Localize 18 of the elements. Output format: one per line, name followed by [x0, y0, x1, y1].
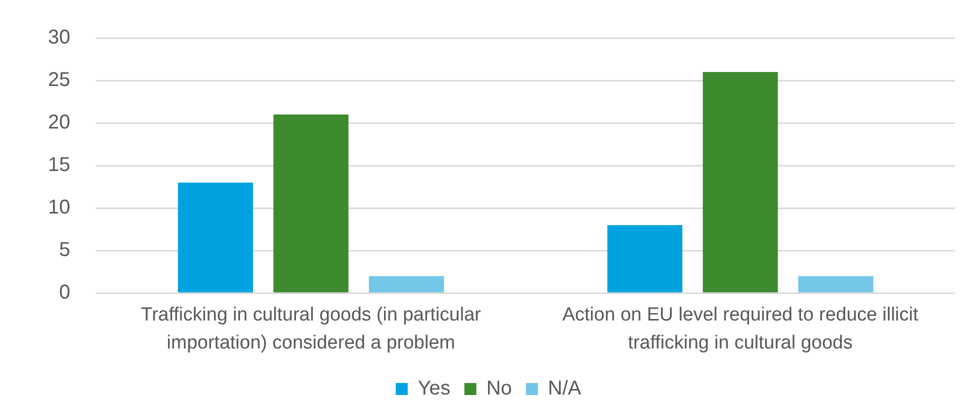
bar	[178, 182, 253, 292]
y-tick-label: 30	[48, 26, 70, 49]
bar	[273, 114, 348, 292]
bar	[798, 276, 874, 292]
bar	[607, 225, 682, 292]
bar	[702, 72, 778, 292]
x-tick-label: Trafficking in cultural goods (in particular importation) considered a problem	[140, 304, 482, 354]
legend-label: Yes	[418, 378, 450, 400]
y-tick-label: 20	[48, 112, 70, 134]
y-tick-label: 5	[59, 239, 70, 262]
y-tick-label: 10	[48, 196, 70, 219]
y-tick-label: 15	[48, 154, 70, 176]
legend-label: No	[486, 378, 512, 400]
x-tick-label: Action on EU level required to reduce illicit trafficking in cultural goods	[562, 304, 919, 354]
bar	[368, 276, 444, 292]
y-tick-label: 25	[48, 69, 70, 92]
legend-label: N/A	[548, 378, 582, 400]
y-tick-label: 0	[59, 282, 70, 304]
